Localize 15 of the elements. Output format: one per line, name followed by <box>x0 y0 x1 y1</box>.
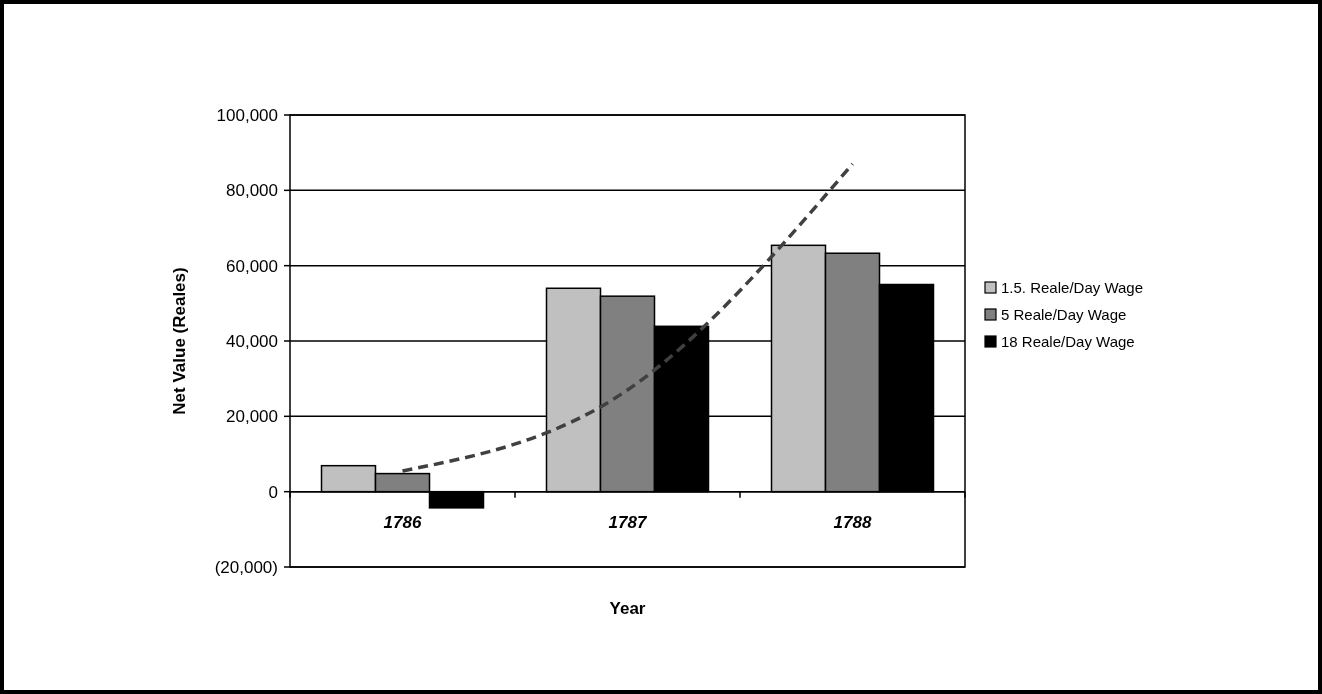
legend-label: 1.5. Reale/Day Wage <box>1001 279 1144 297</box>
x-tick-label: 1788 <box>833 512 872 532</box>
y-tick-label: 60,000 <box>226 256 278 276</box>
x-tick-label: 1787 <box>608 512 648 532</box>
y-tick-label: 80,000 <box>226 181 278 201</box>
y-tick-label: (20,000) <box>214 557 278 577</box>
legend-label: 5 Reale/Day Wage <box>1001 306 1127 324</box>
legend-label: 18 Reale/Day Wage <box>1001 333 1135 351</box>
y-axis-title: Net Value (Reales) <box>170 267 189 415</box>
y-tick-label: 100,000 <box>216 105 278 125</box>
x-tick-label: 1786 <box>383 512 422 532</box>
x-axis-title: Year <box>609 599 646 618</box>
y-tick-label: 0 <box>268 482 278 502</box>
y-tick-label: 20,000 <box>226 407 278 427</box>
y-tick-label: 40,000 <box>226 331 278 351</box>
